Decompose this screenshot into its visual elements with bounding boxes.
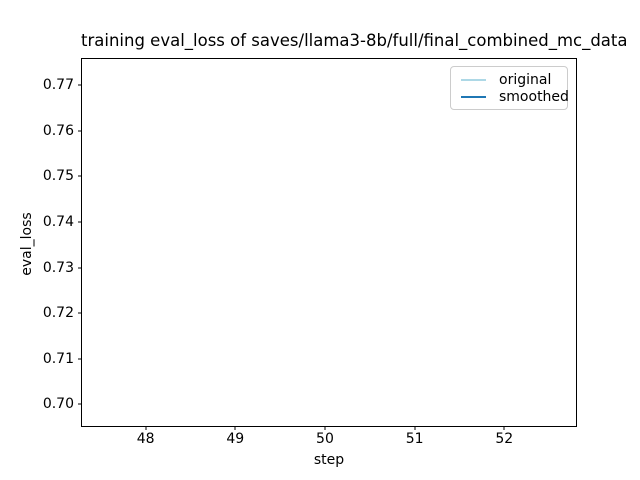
y-tick-mark — [78, 221, 82, 223]
x-tick-label: 51 — [405, 431, 424, 447]
x-tick-label: 49 — [226, 431, 245, 447]
x-tick-label: 50 — [316, 431, 334, 447]
y-tick-label: 0.72 — [42, 305, 74, 322]
y-tick-mark — [78, 130, 82, 132]
series-lines — [82, 59, 576, 426]
smoothed-line-icon — [461, 95, 486, 98]
legend: original smoothed — [450, 66, 569, 110]
y-tick-mark — [78, 84, 82, 86]
x-tick-mark — [324, 426, 326, 430]
legend-label-smoothed: smoothed — [499, 88, 569, 105]
y-tick-label: 0.75 — [42, 168, 74, 185]
y-tick-mark — [78, 267, 82, 269]
x-tick-mark — [503, 426, 505, 430]
y-tick-label: 0.77 — [42, 77, 74, 94]
x-tick-label: 48 — [136, 431, 155, 447]
legend-item-original: original — [461, 71, 557, 88]
plot-area: original smoothed 48 49 50 51 52 0.70 0.71 0.72… — [43, 58, 577, 446]
original-line-icon — [461, 78, 486, 81]
x-tick-mark — [234, 426, 236, 430]
y-tick-mark — [78, 358, 82, 360]
x-axis-label: step — [313, 452, 345, 468]
chart-title: training eval_loss of saves/llama3-8b/fu… — [81, 31, 628, 50]
legend-item-smoothed: smoothed — [461, 88, 569, 105]
y-tick-label: 0.74 — [42, 214, 74, 230]
y-tick-mark — [78, 175, 82, 177]
y-tick-label: 0.71 — [42, 350, 74, 367]
y-tick-mark — [78, 403, 82, 405]
y-tick-label: 0.73 — [42, 259, 74, 276]
x-tick-mark — [145, 426, 147, 430]
legend-label-original: original — [499, 71, 552, 88]
y-tick-label: 0.76 — [42, 122, 74, 139]
y-axis-label: eval_loss — [19, 212, 35, 276]
y-tick-label: 0.70 — [42, 396, 74, 413]
x-tick-label: 52 — [495, 431, 514, 447]
x-tick-mark — [414, 426, 416, 430]
y-tick-mark — [78, 312, 82, 314]
